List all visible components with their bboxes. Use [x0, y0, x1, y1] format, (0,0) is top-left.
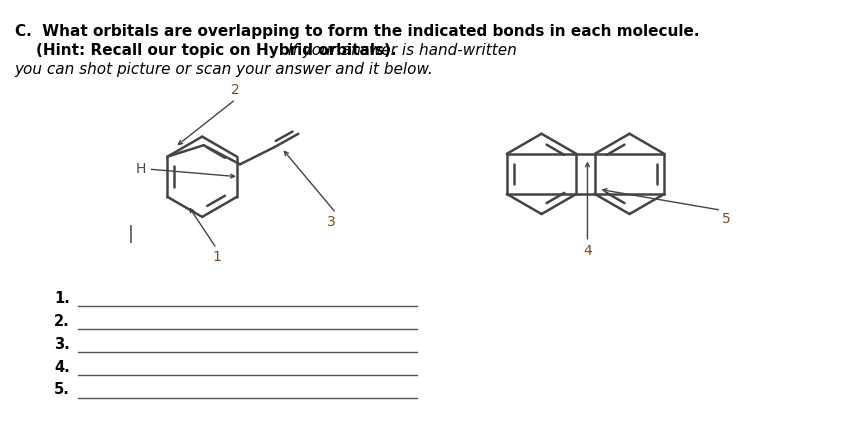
Text: |: | [127, 225, 133, 243]
Text: 2: 2 [231, 83, 240, 98]
Text: 3: 3 [327, 215, 336, 229]
Text: 4.: 4. [54, 359, 70, 375]
Text: you can shot picture or scan your answer and it below.: you can shot picture or scan your answer… [15, 62, 433, 77]
Text: H: H [136, 162, 146, 176]
Text: If your answer is hand-written: If your answer is hand-written [288, 43, 517, 58]
Text: 5: 5 [722, 212, 730, 226]
Text: 2.: 2. [54, 313, 70, 329]
Text: 4: 4 [583, 244, 592, 258]
Text: 1: 1 [212, 250, 221, 264]
Text: C.  What orbitals are overlapping to form the indicated bonds in each molecule.: C. What orbitals are overlapping to form… [15, 24, 699, 39]
Text: 5.: 5. [54, 382, 70, 397]
Text: (Hint: Recall our topic on Hybrid orbitals).: (Hint: Recall our topic on Hybrid orbita… [15, 43, 407, 58]
Text: 1.: 1. [54, 291, 70, 306]
Text: 3.: 3. [54, 337, 70, 352]
